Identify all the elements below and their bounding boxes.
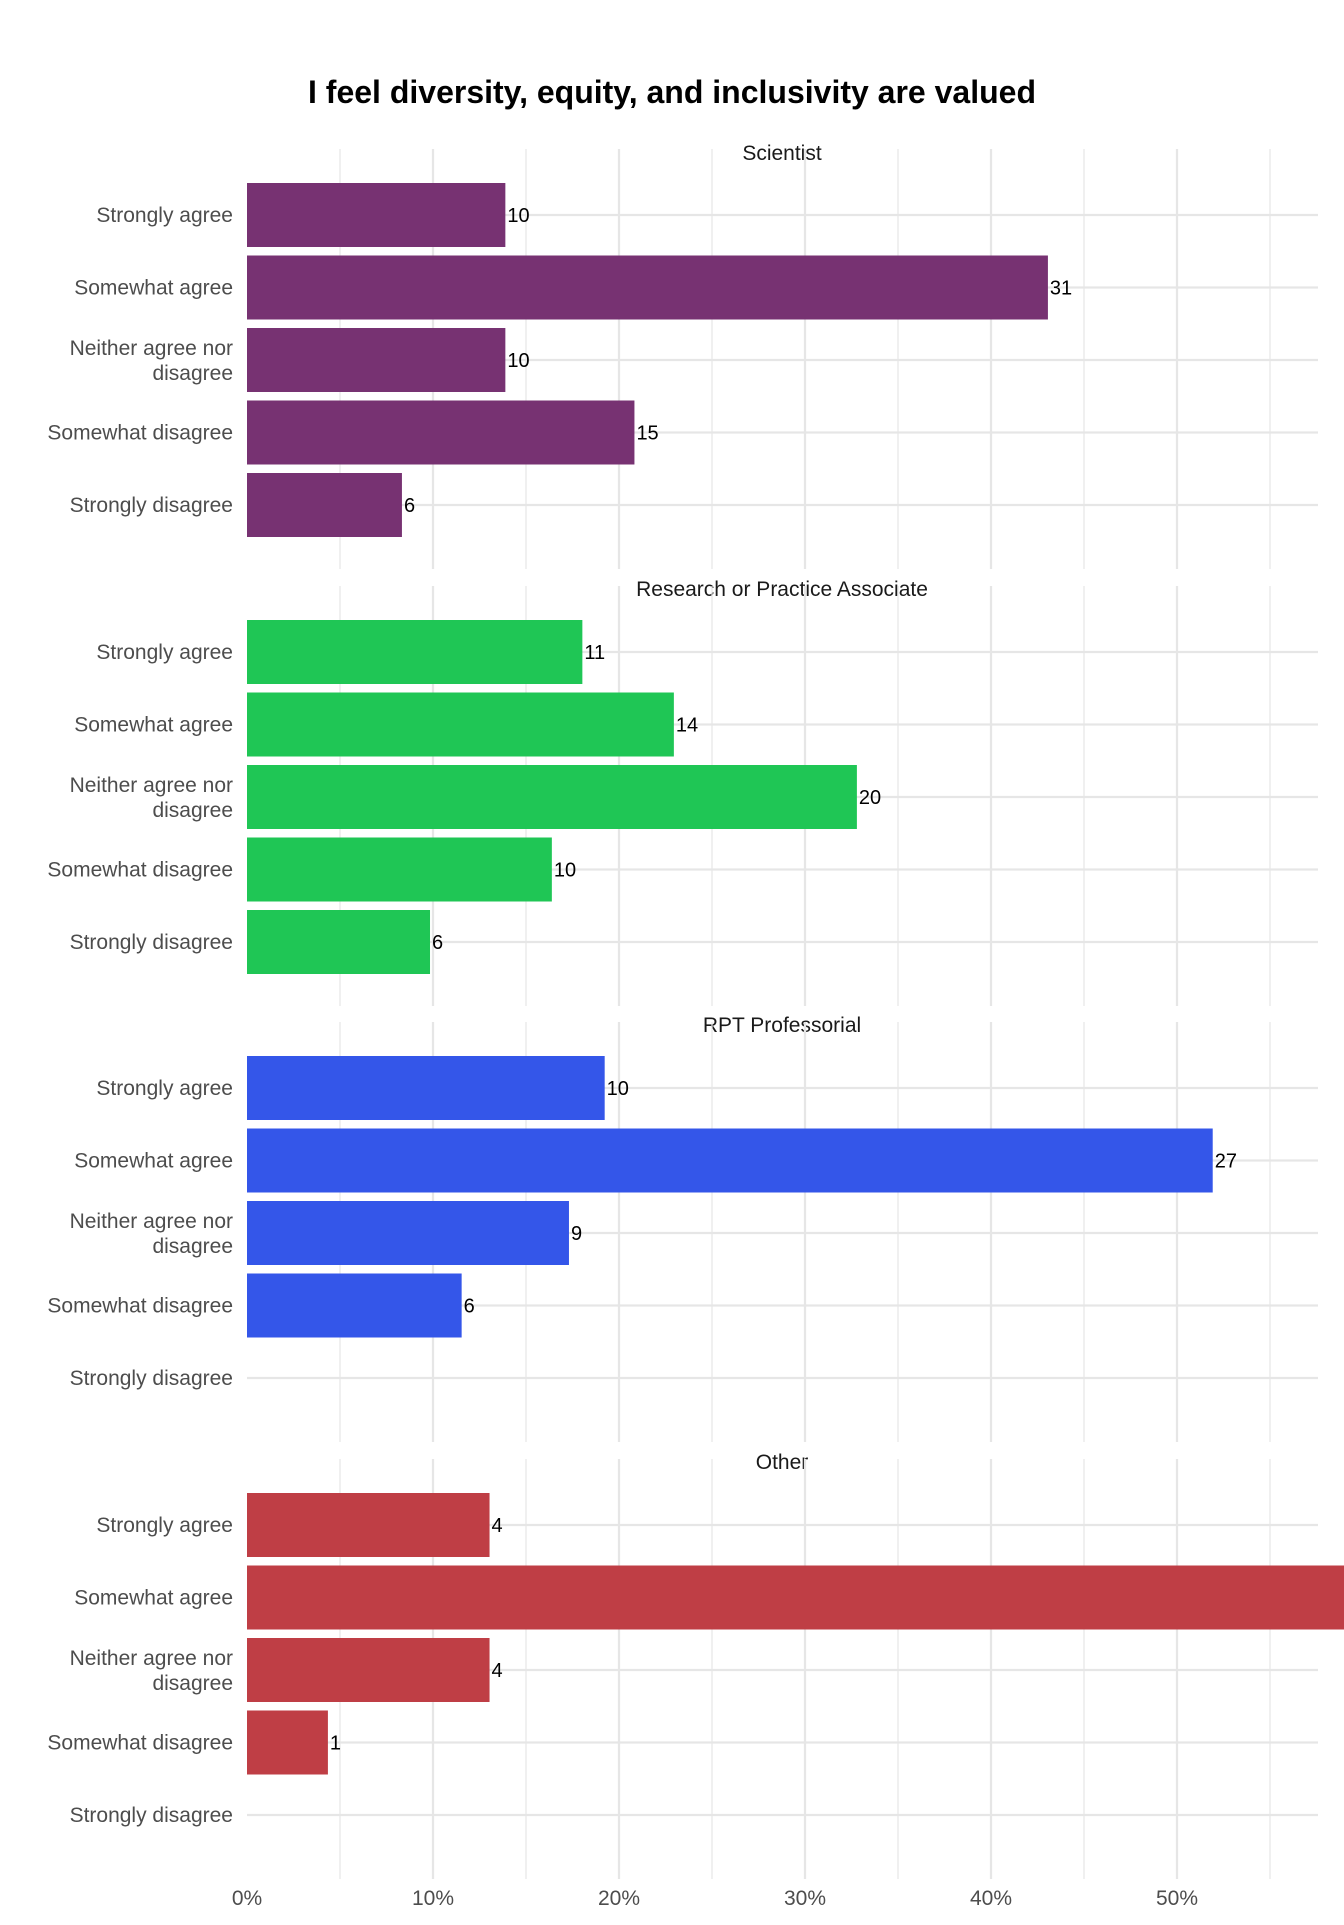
- data-label: 10: [507, 350, 529, 372]
- bar: [247, 620, 583, 684]
- category-label: Neither agree nor disagree: [70, 1647, 233, 1695]
- data-label: 4: [492, 1515, 503, 1537]
- data-label: 10: [507, 205, 529, 227]
- category-label: Somewhat agree: [74, 714, 233, 737]
- bar: [247, 1056, 605, 1120]
- category-label: Strongly agree: [96, 1514, 233, 1537]
- category-label: Somewhat disagree: [47, 1732, 233, 1755]
- category-label: Somewhat disagree: [47, 1295, 233, 1318]
- category-label: Strongly disagree: [70, 1804, 233, 1827]
- chart-title: I feel diversity, equity, and inclusivit…: [308, 74, 1036, 110]
- category-label: Somewhat agree: [74, 1150, 233, 1173]
- panel: RPT Professorial Strongly agree 10 Somewhat…: [47, 1014, 1318, 1442]
- data-label: 10: [607, 1078, 629, 1100]
- x-tick-label: 50%: [1156, 1887, 1198, 1910]
- panel: Research or Practice Associate Strongly a…: [47, 578, 1318, 1006]
- panel: Other Strongly agree 4 Somewhat agree 1 4 Neit…: [47, 1451, 1344, 1879]
- bar: [247, 1710, 328, 1775]
- data-label: 1: [330, 1733, 341, 1755]
- bar: [247, 255, 1048, 320]
- data-label: 15: [636, 423, 658, 445]
- bar: [247, 910, 431, 974]
- data-label: 6: [432, 932, 443, 954]
- bar: [247, 328, 506, 392]
- bar: [247, 1128, 1213, 1193]
- bar: [247, 1493, 490, 1557]
- category-label: Somewhat disagree: [47, 422, 233, 445]
- data-label: 11: [584, 642, 605, 664]
- bar: [247, 837, 552, 902]
- bar: [247, 1273, 462, 1338]
- data-label: 10: [554, 860, 576, 882]
- data-label: 6: [464, 1296, 475, 1318]
- panel-title: Scientist: [742, 142, 822, 165]
- x-tick-label: 20%: [598, 1887, 640, 1910]
- category-label: Neither agree nor disagree: [70, 1210, 233, 1258]
- bar: [247, 1565, 1344, 1630]
- category-label: Strongly disagree: [70, 931, 233, 954]
- category-label: Somewhat disagree: [47, 859, 233, 882]
- category-label: Strongly disagree: [70, 1367, 233, 1390]
- panels-group: Scientist Strongly agree 10 Somewhat agree 3…: [47, 142, 1344, 1879]
- x-tick-label: 30%: [784, 1887, 826, 1910]
- data-label: 4: [492, 1660, 503, 1682]
- panel: Scientist Strongly agree 10 Somewhat agree 3…: [47, 142, 1318, 569]
- x-tick-label: 40%: [970, 1887, 1012, 1910]
- category-label: Strongly agree: [96, 641, 233, 664]
- data-label: 14: [676, 715, 698, 737]
- data-label: 20: [859, 787, 881, 809]
- data-label: 31: [1050, 278, 1072, 300]
- bar: [247, 765, 857, 829]
- category-label: Neither agree nor disagree: [70, 337, 233, 385]
- x-tick-label: 0%: [232, 1887, 262, 1910]
- category-label: Strongly agree: [96, 204, 233, 227]
- bar: [247, 473, 402, 537]
- category-label: Somewhat agree: [74, 277, 233, 300]
- bar: [247, 400, 635, 465]
- x-axis: 0% 10% 20% 30% 40% 50%: [232, 1887, 1198, 1910]
- bar: [247, 692, 674, 757]
- data-label: 27: [1215, 1151, 1237, 1173]
- category-label: Neither agree nor disagree: [70, 774, 233, 822]
- data-label: 9: [571, 1223, 582, 1245]
- bar: [247, 183, 506, 247]
- data-label: 6: [404, 495, 415, 517]
- panel-title: Research or Practice Associate: [636, 578, 928, 601]
- category-label: Strongly agree: [96, 1077, 233, 1100]
- category-label: Strongly disagree: [70, 494, 233, 517]
- panel-title: Other: [756, 1451, 809, 1474]
- x-tick-label: 10%: [412, 1887, 454, 1910]
- panel-title: RPT Professorial: [703, 1014, 861, 1037]
- bar: [247, 1201, 569, 1265]
- bar: [247, 1638, 490, 1702]
- category-label: Somewhat agree: [74, 1587, 233, 1610]
